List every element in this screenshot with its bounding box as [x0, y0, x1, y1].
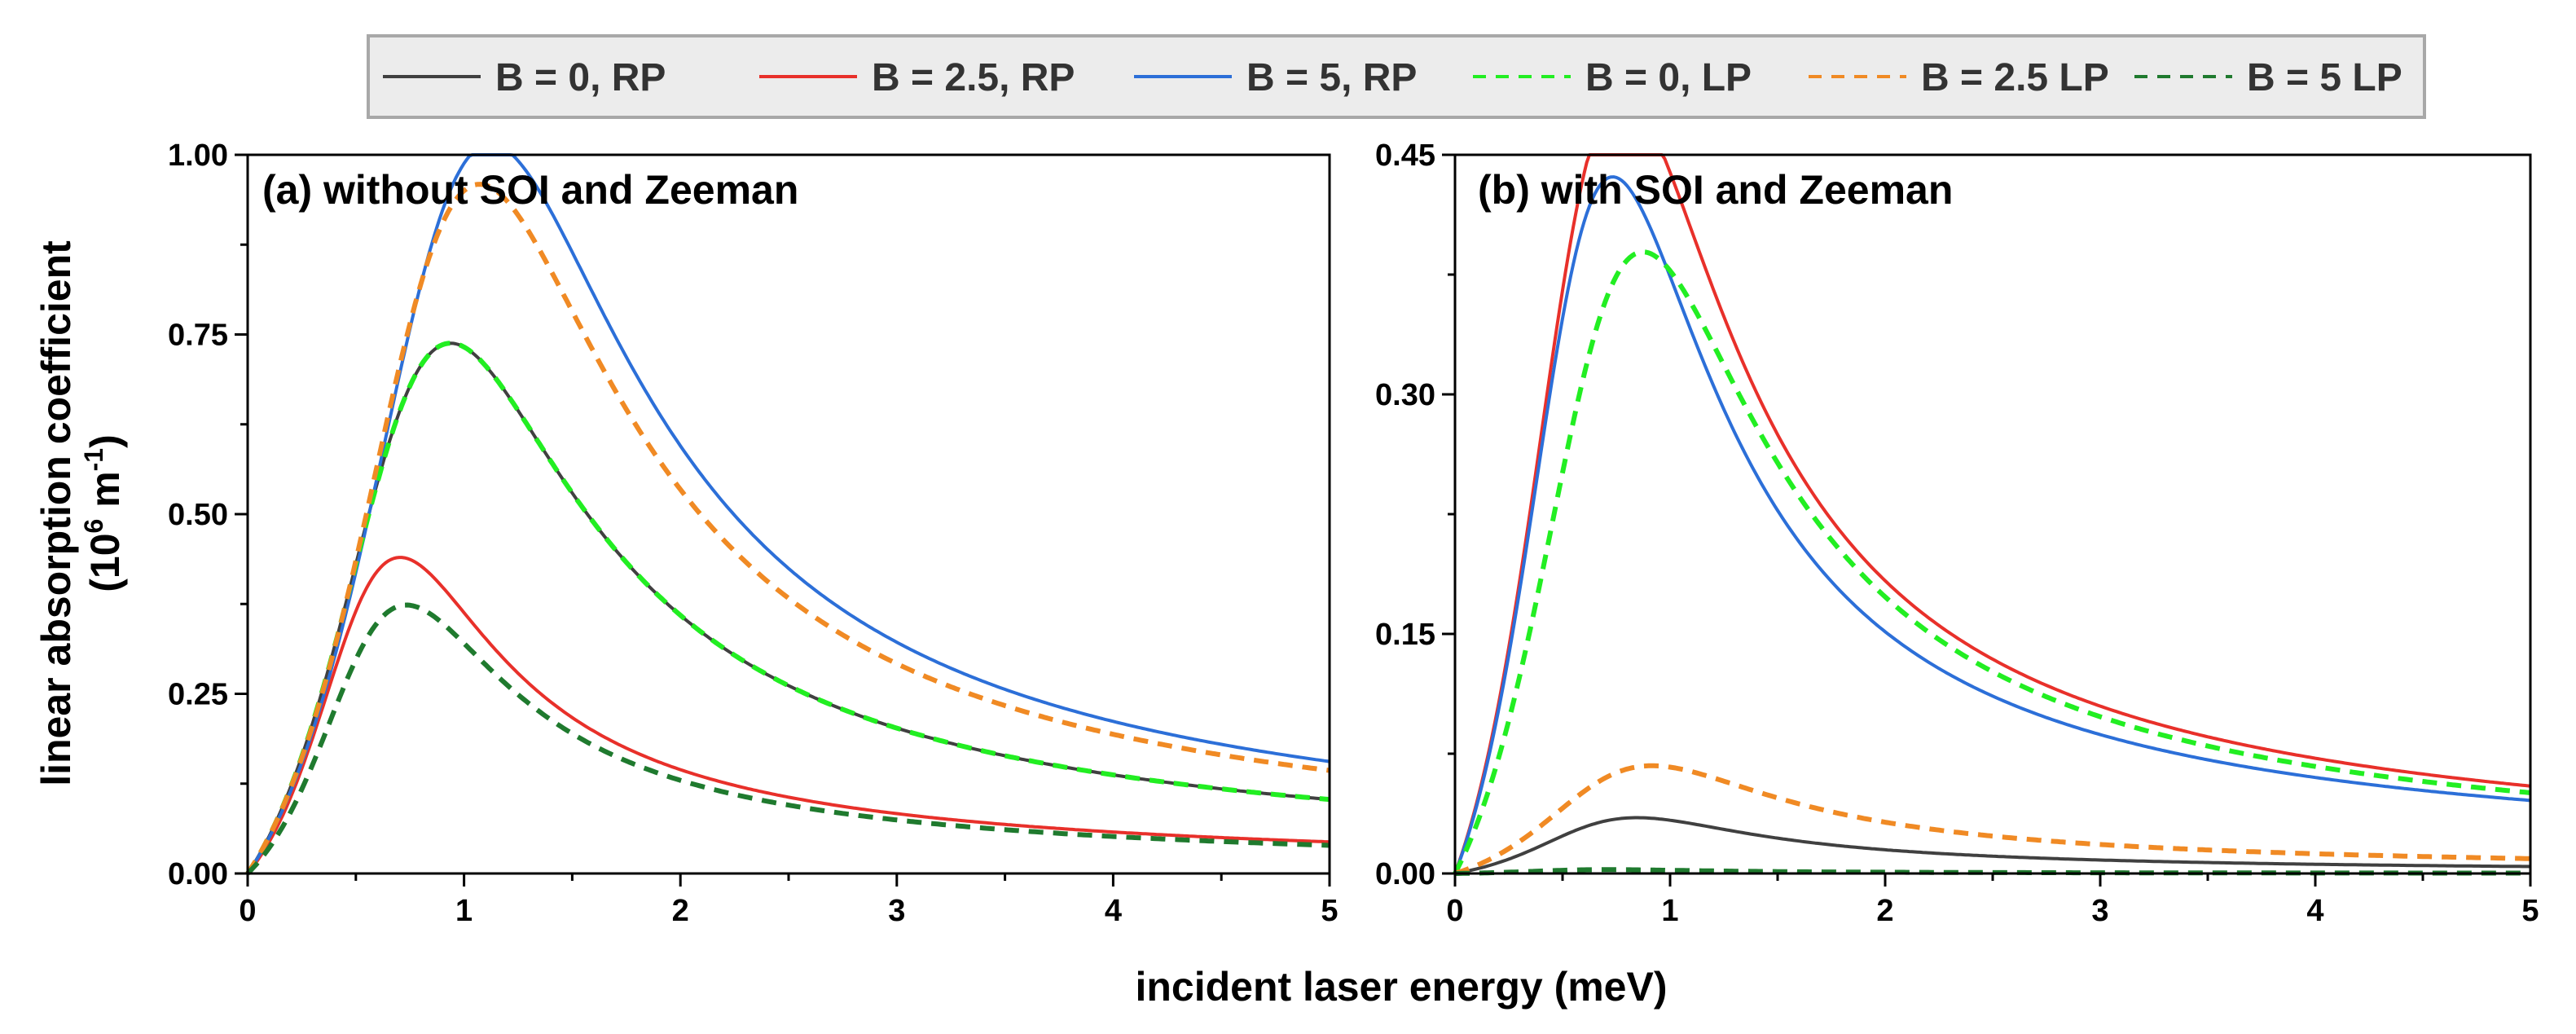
panel-a-x-tick-label: 2 — [672, 894, 689, 928]
panel-b-y-tick-label: 0.15 — [1375, 618, 1435, 652]
panel-a-frame — [246, 153, 1331, 875]
panel-b-x-tick-label: 5 — [2521, 894, 2539, 928]
legend-label-b-5-rp: B = 5, RP — [1246, 56, 1417, 99]
panel-b-series-b-5-rp — [1453, 175, 2531, 874]
panel-b-x-tick-label: 1 — [1661, 894, 1678, 928]
panel-b-x-tick-label: 4 — [2306, 894, 2323, 928]
y-axis-unit-suffix: ) — [82, 434, 128, 448]
panel-a-y-tick-label: 0.50 — [168, 498, 228, 532]
panel-b-y-tick-label: 0.45 — [1375, 139, 1435, 173]
legend: B = 0, RP B = 2.5, RP B = 5, RP B = 0, LP B … — [367, 34, 2426, 119]
panel-b: 0 1 2 3 4 5 0.00 0.15 0.30 0.45 (b) with SOI and … — [1375, 139, 2539, 928]
panel-b-series-b-2-5-rp — [1453, 153, 2531, 874]
y-axis-unit-exp1: 6 — [79, 519, 108, 534]
panel-a-y-tick-label: 0.25 — [168, 678, 228, 712]
legend-label-b-0-lp: B = 0, LP — [1585, 56, 1752, 99]
y-axis-title-line1: linear absorption coefficient — [33, 240, 79, 786]
panel-b-title: (b) with SOI and Zeeman — [1478, 167, 1953, 213]
y-axis-title: linear absorption coefficient (106 m-1) — [33, 240, 128, 786]
panel-b-curves — [1453, 153, 2531, 876]
panel-a-x-tick-label: 1 — [455, 894, 473, 928]
panel-a-title: (a) without SOI and Zeeman — [262, 167, 798, 213]
legend-label-b-5-lp: B = 5 LP — [2247, 56, 2402, 99]
panel-b-series-b-0-rp — [1454, 816, 2531, 875]
panel-a-series-b-0-lp — [245, 341, 1330, 875]
panel-a-x-tick-label: 4 — [1105, 894, 1122, 928]
panel-a-y-tick-label: 1.00 — [168, 139, 228, 173]
panel-a-curves — [245, 153, 1330, 876]
panel-a-series-b-0-rp — [246, 341, 1330, 875]
panel-a-series-b-2-5-rp — [246, 556, 1330, 875]
panel-b-x-tick-label: 2 — [1876, 894, 1893, 928]
panel-b-x-tick-label: 3 — [2091, 894, 2108, 928]
panel-b-x-tick-label: 0 — [1446, 894, 1463, 928]
panel-a-y-tick-label: 0.75 — [168, 319, 228, 353]
y-axis-unit-mid: m — [82, 471, 128, 518]
panel-a-series-b-2-5-lp — [245, 182, 1330, 875]
panel-b-series-b-2-5-lp — [1454, 763, 2531, 876]
panel-a-x-tick-label: 0 — [239, 894, 256, 928]
legend-label-b-2-5-rp: B = 2.5, RP — [872, 56, 1075, 99]
panel-a-x-tick-label: 3 — [888, 894, 905, 928]
panel-b-series-b-0-lp — [1453, 249, 2531, 875]
panel-a: 0 1 2 3 4 5 0.00 0.25 0.50 0.75 1.00 (a) without S… — [168, 139, 1339, 928]
panel-a-y-tick-label: 0.00 — [168, 857, 228, 891]
panel-a-x-tick-label: 5 — [1321, 894, 1338, 928]
y-axis-unit-exp2: -1 — [79, 448, 108, 471]
panel-b-y-tick-label: 0.00 — [1375, 857, 1435, 891]
y-axis-unit-prefix: (10 — [82, 534, 128, 592]
x-axis-title: incident laser energy (meV) — [1135, 964, 1667, 1010]
panel-a-series-b-5-lp — [245, 602, 1330, 876]
panel-a-series-b-5-rp — [246, 153, 1330, 875]
legend-frame — [367, 34, 2426, 119]
panel-b-y-tick-label: 0.30 — [1375, 378, 1435, 412]
y-axis-title-line2: (106 m-1) — [79, 434, 128, 592]
legend-label-b-2-5-lp: B = 2.5 LP — [1921, 56, 2109, 99]
legend-label-b-0-rp: B = 0, RP — [495, 56, 666, 99]
